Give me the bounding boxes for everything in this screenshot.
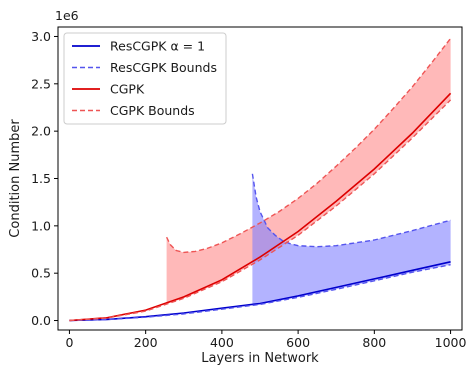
x-tick-label: 400 [210, 335, 234, 350]
y-tick-label: 0.5 [31, 266, 51, 281]
series-line-5 [165, 37, 452, 254]
legend-label: CGPK Bounds [110, 103, 195, 118]
y-tick-label: 1.0 [31, 218, 51, 233]
y-tick-label: 2.0 [31, 124, 51, 139]
x-tick-label: 200 [134, 335, 158, 350]
legend-label: ResCGPK Bounds [110, 60, 217, 75]
y-tick-label: 2.5 [31, 76, 51, 91]
series-line-3 [69, 92, 452, 322]
y-axis-label: Condition Number [8, 119, 23, 238]
fill-region-0 [166, 38, 451, 305]
legend-label: CGPK [110, 82, 145, 97]
x-axis-label: Layers in Network [201, 351, 319, 366]
series-lines [69, 37, 452, 322]
y-axis-ticks: 0.0 0.5 1.0 1.5 2.0 2.5 3.0 [31, 29, 58, 328]
x-axis-ticks: 0 200 400 600 800 1000 [65, 330, 467, 350]
series-line-2 [251, 173, 451, 248]
y-offset-label: 1e6 [55, 8, 79, 23]
series-line-1 [69, 264, 451, 322]
legend: ResCGPK α = 1 ResCGPK Bounds CGPK CGPK Boun… [63, 32, 227, 125]
y-tick-label: 3.0 [31, 29, 51, 44]
series-line-4 [69, 99, 452, 322]
x-tick-label: 800 [362, 335, 386, 350]
y-tick-label: 1.5 [31, 171, 51, 186]
legend-label: ResCGPK α = 1 [110, 39, 205, 54]
series-line-0 [69, 261, 451, 322]
legend-box [63, 32, 227, 125]
x-tick-label: 1000 [435, 335, 467, 350]
x-tick-label: 0 [65, 335, 73, 350]
y-tick-label: 0.0 [31, 313, 51, 328]
x-tick-label: 600 [286, 335, 310, 350]
